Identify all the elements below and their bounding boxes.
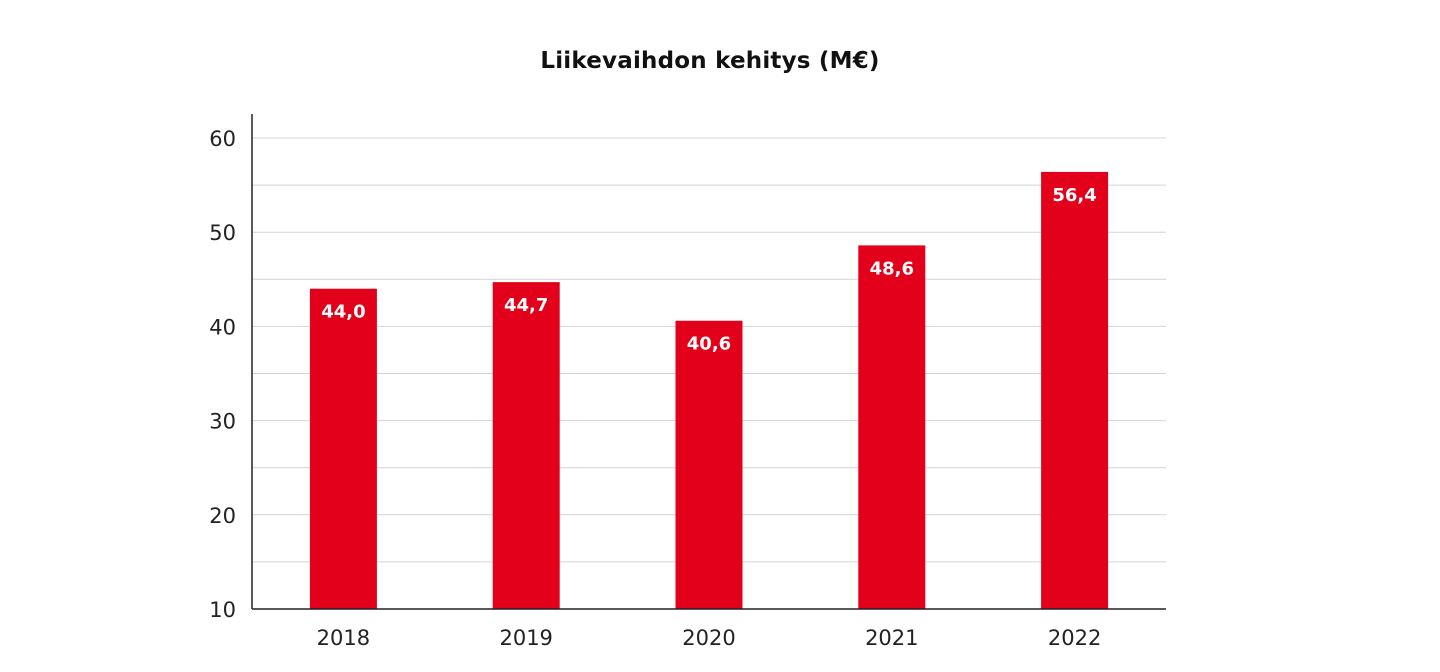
x-tick-label: 2022 — [1048, 626, 1101, 650]
bar-2021 — [858, 245, 926, 609]
x-tick-label: 2021 — [865, 626, 918, 650]
data-label-2020: 40,6 — [687, 334, 731, 355]
data-label-2019: 44,7 — [504, 295, 548, 316]
bar-2022 — [1041, 171, 1109, 610]
axes — [251, 114, 1166, 610]
x-tick-label: 2020 — [682, 626, 735, 650]
labels: 10 20 30 40 50 60 44,0 2018 44,7 2019 40,6 2020 48,6… — [209, 127, 1101, 650]
y-tick-label: 10 — [209, 598, 236, 622]
y-tick-label: 50 — [209, 221, 236, 245]
data-label-2021: 48,6 — [870, 258, 914, 279]
bar-2020 — [675, 320, 743, 609]
x-tick-label: 2018 — [317, 626, 370, 650]
bar-2018 — [309, 288, 377, 609]
chart-title: Liikevaihdon kehitys (M€) — [540, 48, 880, 74]
bar-2019 — [492, 282, 560, 609]
y-tick-label: 60 — [209, 127, 236, 151]
bars — [309, 171, 1109, 610]
data-label-2018: 44,0 — [321, 302, 365, 323]
y-tick-label: 30 — [209, 410, 236, 434]
data-label-2022: 56,4 — [1052, 185, 1096, 206]
x-tick-label: 2019 — [499, 626, 552, 650]
y-tick-label: 40 — [209, 315, 236, 339]
y-tick-label: 20 — [209, 504, 236, 528]
